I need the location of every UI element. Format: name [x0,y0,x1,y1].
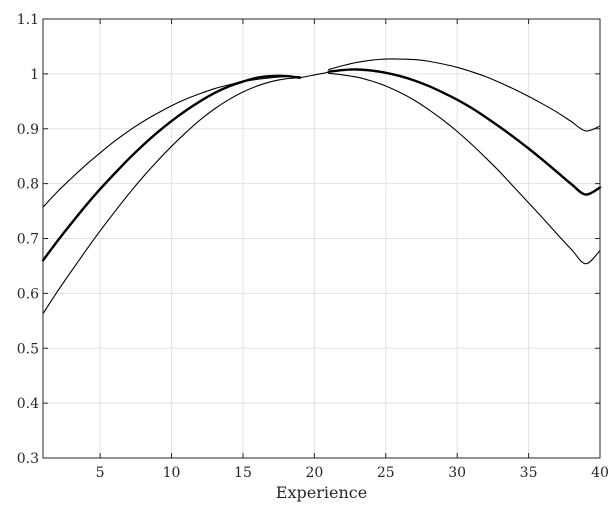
series-line-6 [328,72,601,265]
y-tick-label-4: 0.7 [17,232,39,248]
series-line-1 [41,74,302,262]
x-axis-label: Experience [276,483,367,502]
series-line-4 [328,58,601,132]
series-line-0 [42,75,301,208]
y-tick-label-3: 0.6 [17,286,39,302]
grid-layer [43,18,601,459]
series-line-2 [42,77,301,315]
x-tick-label-4: 25 [377,465,395,481]
x-tick-label-3: 20 [305,465,323,481]
y-tick-label-0: 0.3 [17,451,39,467]
ticks-layer: 5 10 15 20 25 30 35 40 0.3 0.4 0.5 0.6 0.7 0.8 0.9 1 1.1 [17,12,609,481]
y-tick-label-1: 0.4 [17,396,39,412]
x-tick-label-2: 15 [234,465,252,481]
y-tick-label-7: 1 [30,67,39,83]
x-tick-label-7: 40 [591,465,609,481]
x-tick-label-5: 30 [448,465,466,481]
x-tick-label-6: 35 [520,465,538,481]
x-tick-label-0: 5 [96,465,105,481]
axes-box [42,18,601,459]
y-tick-label-2: 0.5 [17,341,39,357]
y-tick-label-5: 0.8 [17,177,39,193]
series-line-5 [327,68,602,196]
x-tick-label-1: 10 [163,465,181,481]
y-tick-label-6: 0.9 [17,122,39,138]
series-layer [41,58,602,315]
y-tick-label-8: 1.1 [17,12,39,28]
series-line-3 [299,71,330,79]
